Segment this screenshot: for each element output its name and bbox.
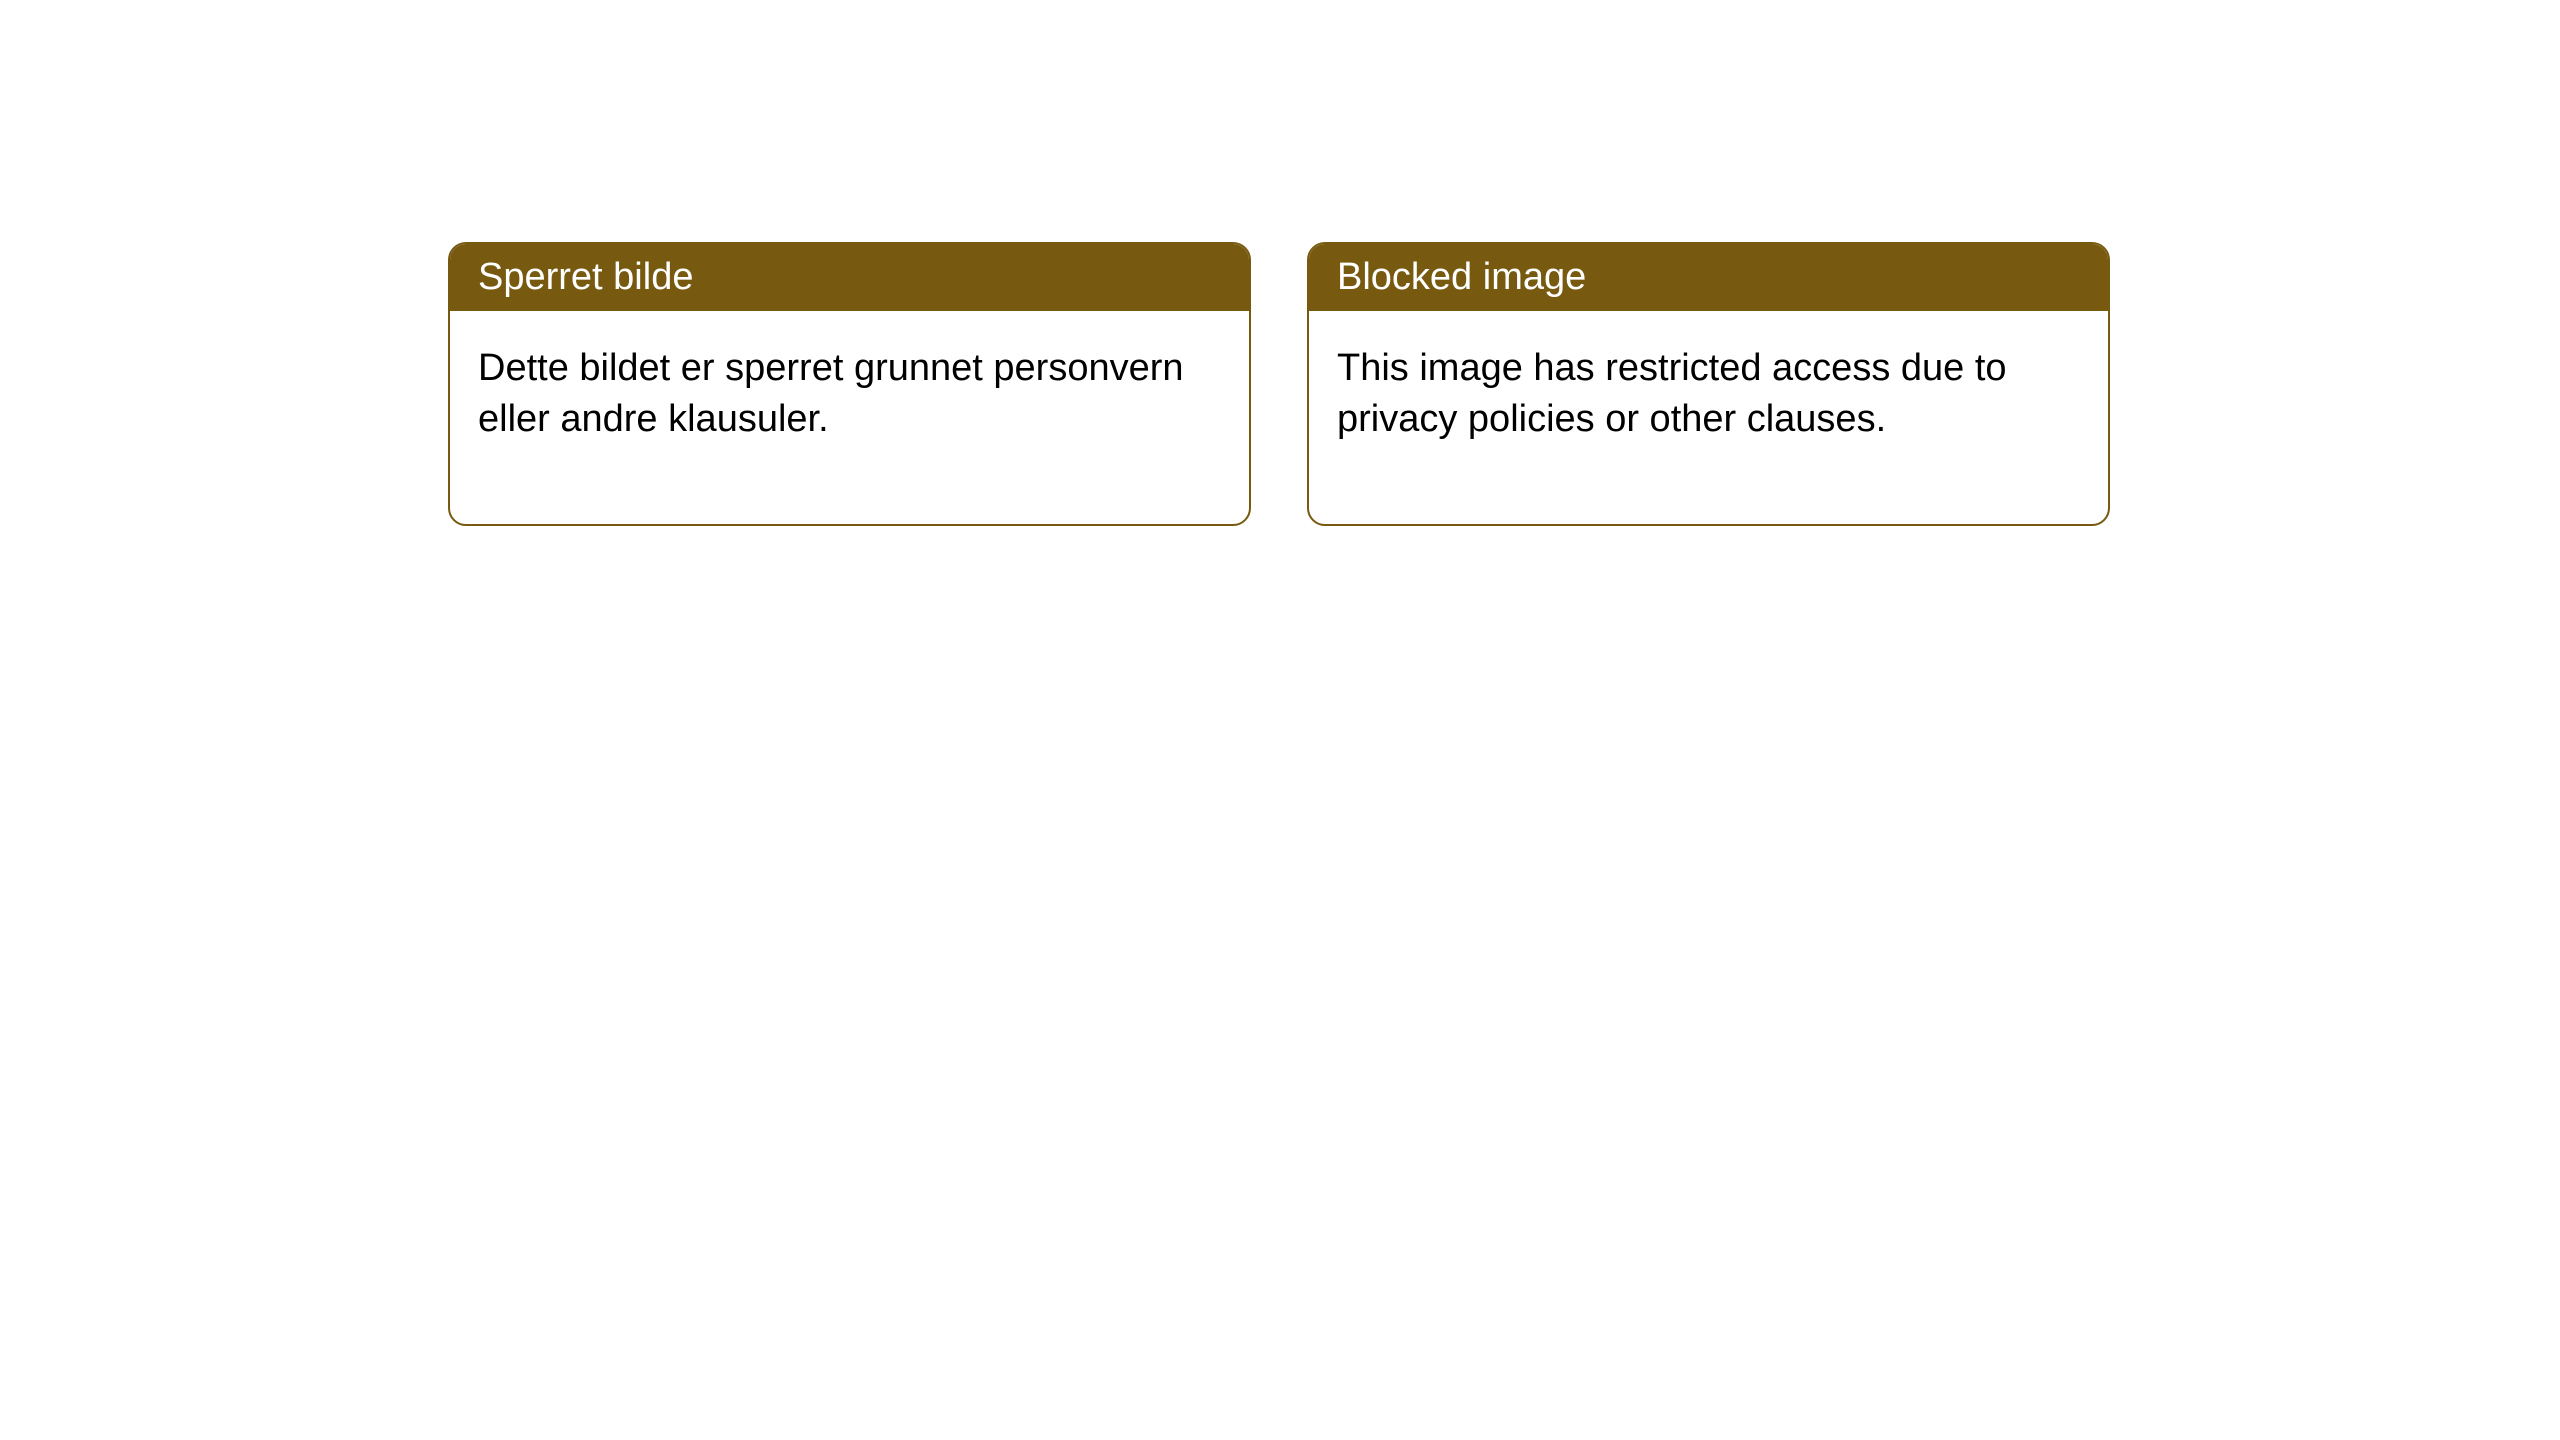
notice-card-english: Blocked image This image has restricted … xyxy=(1307,242,2110,526)
notice-header-english: Blocked image xyxy=(1309,244,2108,311)
notice-body-english: This image has restricted access due to … xyxy=(1309,311,2108,524)
notice-card-norwegian: Sperret bilde Dette bildet er sperret gr… xyxy=(448,242,1251,526)
notice-container: Sperret bilde Dette bildet er sperret gr… xyxy=(448,242,2110,526)
notice-body-norwegian: Dette bildet er sperret grunnet personve… xyxy=(450,311,1249,524)
notice-header-norwegian: Sperret bilde xyxy=(450,244,1249,311)
notice-text-norwegian: Dette bildet er sperret grunnet personve… xyxy=(478,347,1184,440)
notice-title-english: Blocked image xyxy=(1337,256,1586,298)
notice-title-norwegian: Sperret bilde xyxy=(478,256,693,298)
notice-text-english: This image has restricted access due to … xyxy=(1337,347,2007,440)
